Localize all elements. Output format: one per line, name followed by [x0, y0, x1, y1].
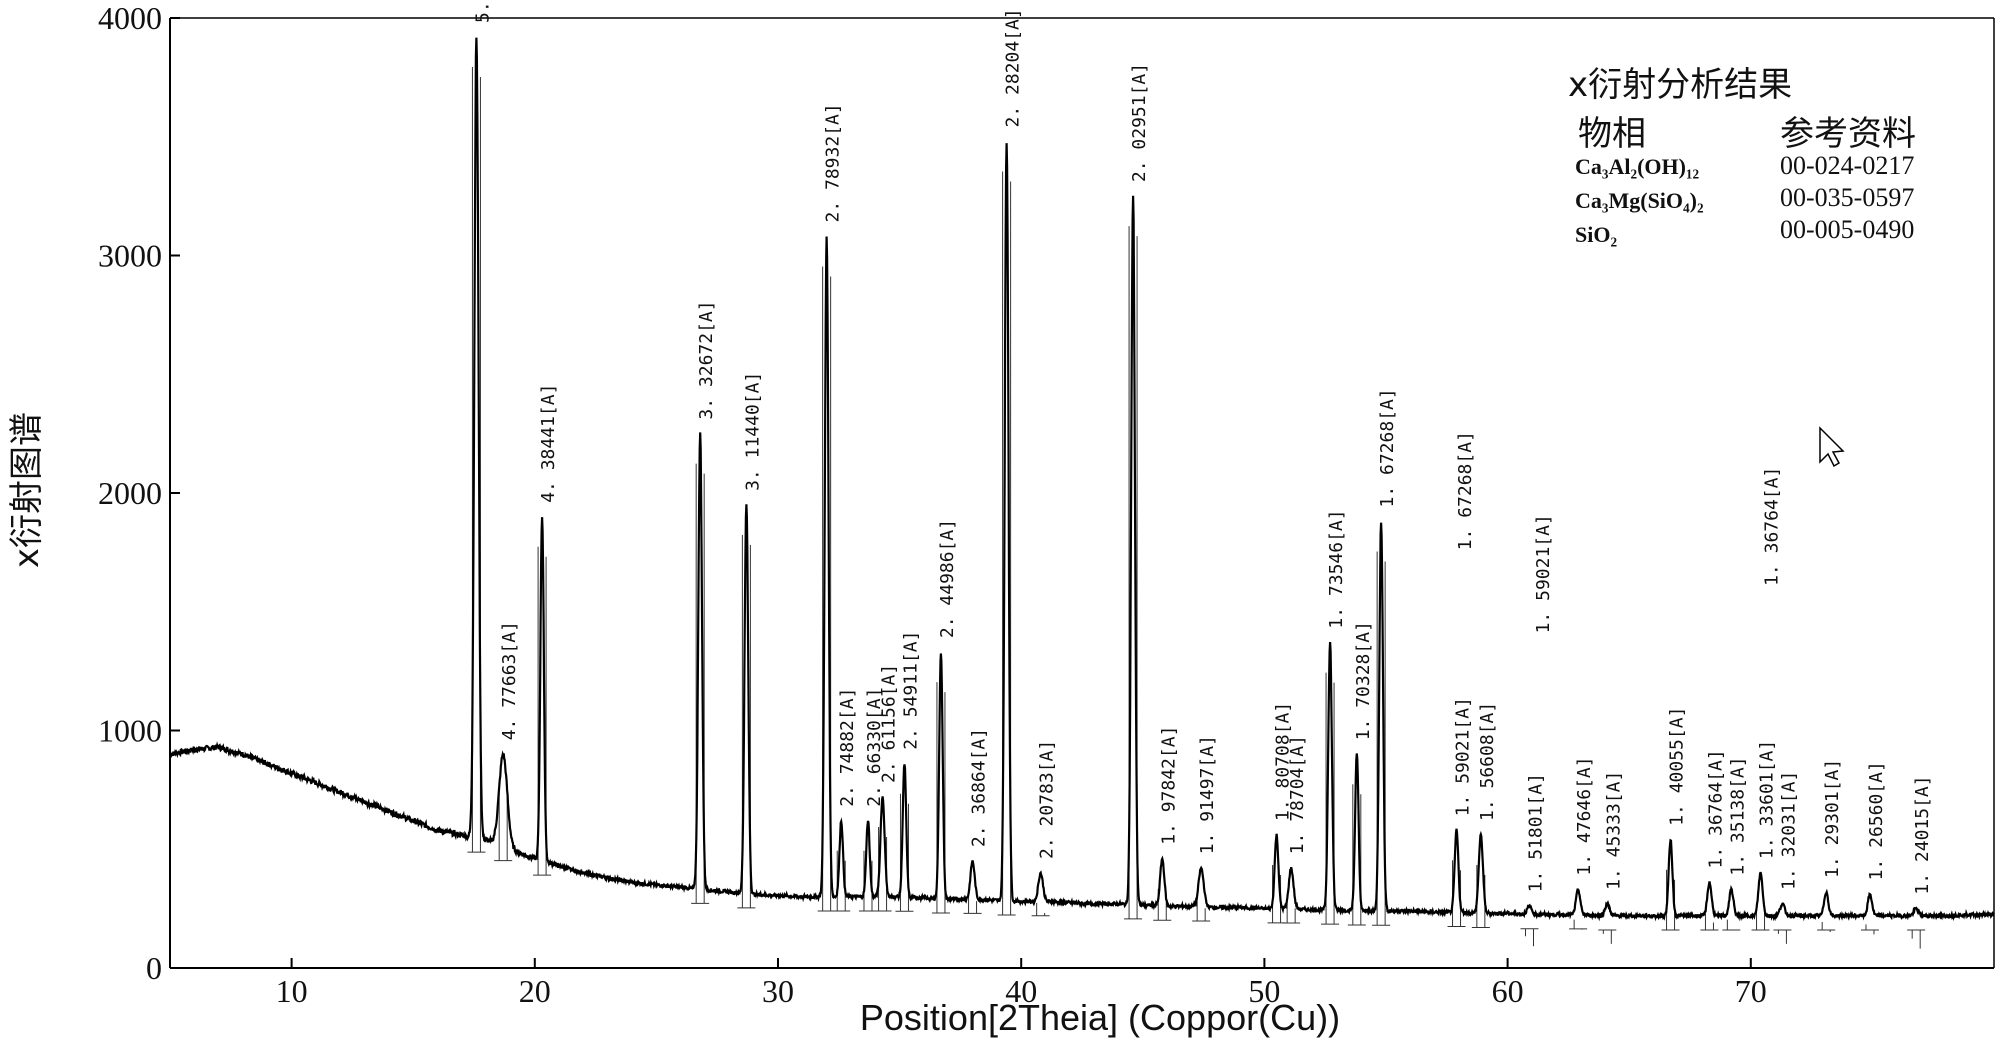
peak-label: 1. 73546[A] — [1326, 509, 1347, 628]
peak-label-floating: 1. 67268[A] — [1455, 431, 1476, 550]
peak-label: 4. 77663[A] — [499, 621, 520, 740]
peak-label: 2. 61156[A] — [879, 664, 900, 783]
peak-label: 1. 97842[A] — [1158, 726, 1179, 845]
peak-label: 1. 33601[A] — [1757, 740, 1778, 859]
peak-label: 1. 40055[A] — [1667, 707, 1688, 826]
peak-label: 1. 59021[A] — [1453, 697, 1474, 816]
peak-label: 1. 45333[A] — [1603, 771, 1624, 890]
x-tick-label: 60 — [1492, 973, 1524, 1009]
peak-label: 3. 32672[A] — [696, 300, 717, 419]
peak-label: 3. 11440[A] — [742, 372, 763, 491]
peak-label: 1. 56608[A] — [1477, 702, 1498, 821]
peak-label: 2. 54911[A] — [901, 631, 922, 750]
axis-ticks: 10 20 30 40 50 60 70 0 1000 2000 3000 4000 — [98, 0, 1767, 1009]
x-tick-label: 70 — [1735, 973, 1767, 1009]
peak-label: 1. 47646[A] — [1574, 756, 1595, 875]
peak-label: 1. 67268[A] — [1377, 388, 1398, 507]
peak-label: 2. 78932[A] — [823, 103, 844, 222]
legend-phase-1: Ca₃Al₂(OH)₁₂ — [1575, 154, 1700, 179]
x-tick-label: 30 — [762, 973, 794, 1009]
legend-phase-2: Ca₃Mg(SiO₄)₂ — [1575, 188, 1704, 213]
y-tick-label: 2000 — [98, 475, 162, 511]
x-tick-label: 40 — [1005, 973, 1037, 1009]
peak-label: 1. 78704[A] — [1287, 735, 1308, 854]
legend-ref-2: 00-035-0597 — [1780, 183, 1914, 212]
peak-label: 2. 36864[A] — [969, 728, 990, 847]
y-axis-label: x衍射图谱 — [7, 412, 47, 568]
legend-title: x衍射分析结果 — [1568, 65, 1792, 105]
legend: x衍射分析结果 物相 参考资料 Ca₃Al₂(OH)₁₂ 00-024-0217… — [1568, 65, 1916, 247]
peak-label: 2. 66330[A] — [864, 688, 885, 807]
peak-label: 1. 24015[A] — [1912, 775, 1933, 894]
peak-label: 1. 29301[A] — [1822, 759, 1843, 878]
peak-label: 1. 26560[A] — [1866, 761, 1887, 880]
peak-labels: 5. 05231[A] 4. 77663[A] 4. 38441[A] 3. 3267… — [472, 0, 1933, 895]
y-tick-label: 4000 — [98, 0, 162, 36]
peak-label: 1. 36764[A] — [1706, 749, 1727, 868]
y-tick-label: 0 — [146, 950, 162, 986]
mouse-cursor-icon — [1819, 426, 1845, 468]
peak-label: 2. 02951[A] — [1129, 63, 1150, 182]
peak-label: 2. 44986[A] — [937, 519, 958, 638]
peak-label: 2. 20783[A] — [1037, 740, 1058, 859]
x-tick-label: 10 — [276, 973, 308, 1009]
legend-phase-3: SiO₂ — [1575, 222, 1617, 247]
x-tick-label: 20 — [519, 973, 551, 1009]
peak-label: 2. 28204[A] — [1003, 8, 1024, 127]
legend-ref-3: 00-005-0490 — [1780, 215, 1914, 244]
peak-label: 2. 74882[A] — [837, 688, 858, 807]
peak-label: 1. 35138[A] — [1727, 756, 1748, 875]
y-tick-label: 1000 — [98, 713, 162, 749]
peak-label: 1. 91497[A] — [1197, 735, 1218, 854]
peak-label: 1. 51801[A] — [1526, 773, 1547, 892]
y-tick-label: 3000 — [98, 238, 162, 274]
peak-label-floating: 1. 59021[A] — [1533, 514, 1554, 633]
peak-label: 4. 38441[A] — [538, 384, 559, 503]
peak-label: 5. 05231[A] — [472, 0, 493, 23]
peak-label: 1. 80708[A] — [1273, 702, 1294, 821]
x-axis-label: Position[2Theia] (Coppor(Cu)) — [860, 997, 1340, 1038]
legend-ref-header: 参考资料 — [1780, 114, 1916, 154]
diffraction-trace — [169, 37, 1995, 922]
x-tick-label: 50 — [1248, 973, 1280, 1009]
legend-phase-header: 物相 — [1578, 114, 1646, 154]
peak-label: 1. 70328[A] — [1353, 621, 1374, 740]
peak-label-floating: 1. 36764[A] — [1761, 467, 1782, 586]
legend-ref-1: 00-024-0217 — [1780, 151, 1914, 180]
peak-label: 1. 32031[A] — [1778, 771, 1799, 890]
